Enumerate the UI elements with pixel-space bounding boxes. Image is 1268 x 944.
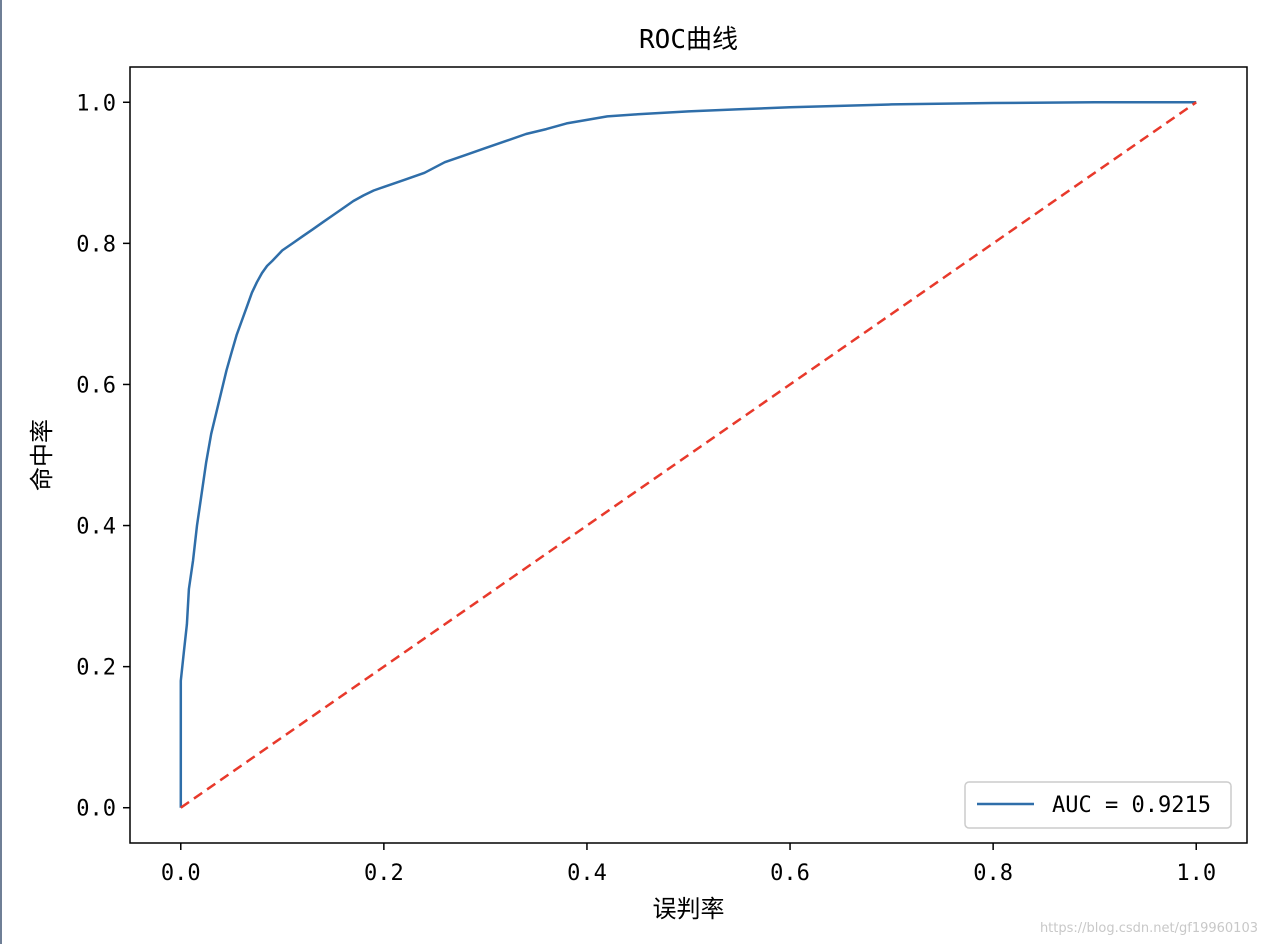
y-tick-label: 0.6	[76, 373, 116, 398]
x-tick-label: 1.0	[1176, 861, 1216, 886]
y-axis-label: 命中率	[28, 419, 56, 491]
x-axis-label: 误判率	[653, 895, 725, 923]
y-tick-label: 1.0	[76, 91, 116, 116]
plot-area	[129, 66, 1248, 844]
y-tick-label: 0.2	[76, 656, 116, 681]
window-edge	[0, 0, 2, 944]
x-tick-label: 0.8	[973, 861, 1013, 886]
roc-curve-line	[179, 101, 1197, 808]
legend-label: AUC = 0.9215	[1052, 793, 1211, 818]
y-tick-label: 0.4	[76, 515, 116, 540]
x-tick-label: 0.4	[567, 861, 607, 886]
y-tick-label: 0.8	[76, 232, 116, 257]
chart-title: ROC曲线	[639, 25, 738, 55]
x-tick-label: 0.2	[364, 861, 404, 886]
axis-ticks: 0.0 0.2 0.4 0.6 0.8 1.0 0.0 0.2 0.4 0.6 0.8 1.0	[76, 91, 1216, 886]
diagonal-reference-line	[180, 101, 1197, 809]
x-tick-label: 0.6	[770, 861, 810, 886]
legend-box	[964, 781, 1232, 829]
legend: AUC = 0.9215	[964, 781, 1232, 829]
series-lines	[179, 101, 1197, 809]
watermark: https://blog.csdn.net/gf19960103	[1039, 921, 1258, 936]
y-tick-label: 0.0	[76, 797, 116, 822]
x-tick-label: 0.0	[161, 861, 201, 886]
